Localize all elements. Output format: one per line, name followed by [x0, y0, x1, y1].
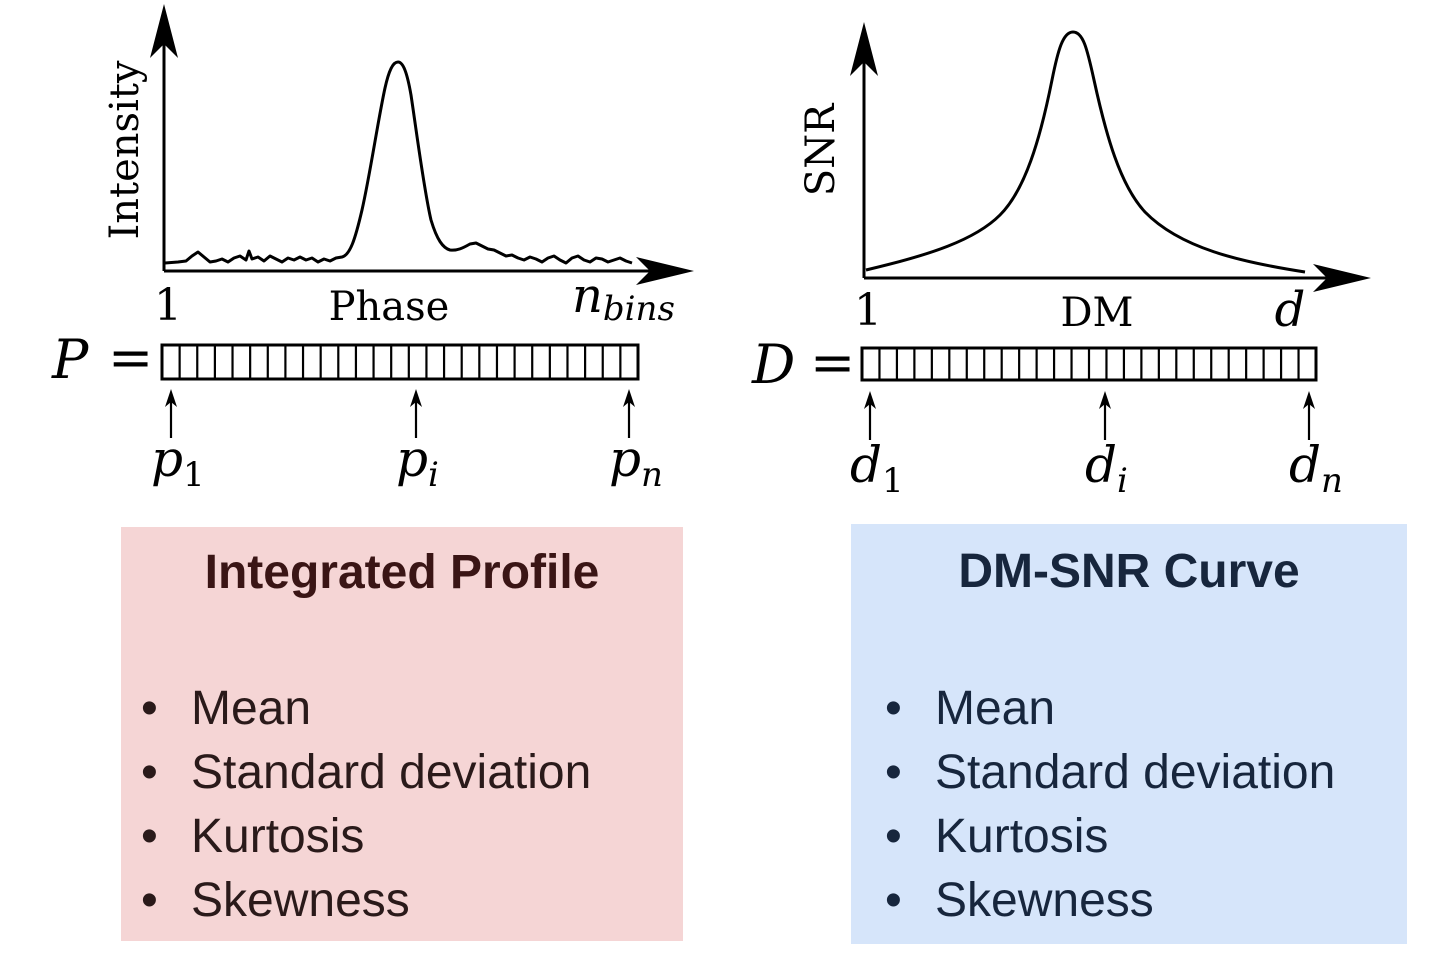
list-item: • Mean [121, 677, 591, 741]
dm-snr-feature-list: • Mean • Standard deviation • Kurtosis • Ske… [865, 677, 1335, 933]
marker-label: d1 [850, 436, 904, 501]
list-item: • Standard deviation [865, 741, 1335, 805]
dm-snr-curve [865, 30, 1306, 274]
left-array: P = p1 pi pn [51, 326, 663, 495]
feature-label: Skewness [935, 874, 1154, 927]
right-dmsnr-plot: SNR 1 DM d [798, 22, 1371, 338]
marker-arrowhead [165, 389, 177, 407]
right-x-axis-label: DM [1060, 290, 1133, 336]
left-y-axis-arrowhead [150, 4, 178, 58]
array-index-marker: p1 [151, 389, 205, 495]
right-array-variable: D [751, 333, 795, 396]
list-item: • Kurtosis [121, 805, 591, 869]
marker-arrowhead [410, 389, 422, 407]
left-array-markers: p1 pi pn [151, 389, 663, 495]
feature-label: Mean [935, 682, 1056, 735]
marker-label: p1 [151, 430, 205, 495]
bullet: • [141, 810, 158, 863]
feature-label: Standard deviation [191, 746, 592, 799]
array-index-marker: dn [1289, 391, 1343, 501]
list-item: • Skewness [121, 869, 591, 933]
pulse-profile-curve [164, 60, 633, 265]
feature-label: Skewness [191, 874, 410, 927]
left-x-axis-arrowhead [636, 257, 694, 285]
marker-arrowhead [1303, 391, 1315, 409]
right-array-cells [878, 348, 1300, 380]
array-index-marker: pi [396, 389, 439, 495]
list-item: • Kurtosis [865, 805, 1335, 869]
bullet: • [141, 874, 158, 927]
marker-label: dn [1289, 436, 1343, 501]
dm-snr-curve-title: DM-SNR Curve [958, 545, 1300, 598]
left-x-start-label: 1 [154, 280, 182, 331]
left-y-axis-label: Intensity [102, 60, 148, 239]
integrated-profile-title: Integrated Profile [204, 546, 600, 599]
feature-label: Kurtosis [191, 810, 365, 863]
marker-arrowhead [864, 391, 876, 409]
integrated-profile-box: Integrated Profile • Mean • Standard devia… [121, 527, 683, 941]
bullet: • [141, 682, 158, 735]
feature-label: Mean [191, 682, 312, 735]
right-array: D = d1 di dn [751, 331, 1343, 501]
marker-label: pi [396, 430, 439, 495]
array-index-marker: di [1085, 391, 1128, 501]
left-x-end-label: nbins [572, 268, 675, 329]
list-item: • Skewness [865, 869, 1335, 933]
bullet: • [885, 874, 902, 927]
list-item: • Standard deviation [121, 741, 591, 805]
marker-label: di [1085, 436, 1128, 501]
dm-snr-curve-box: DM-SNR Curve • Mean • Standard deviation •… [851, 524, 1407, 944]
integrated-profile-feature-list: • Mean • Standard deviation • Kurtosis • Ske… [121, 677, 591, 933]
left-array-variable: P [51, 328, 90, 391]
feature-label: Standard deviation [935, 746, 1336, 799]
right-x-end-label: d [1275, 282, 1306, 338]
marker-arrowhead [623, 389, 635, 407]
array-index-marker: d1 [850, 391, 904, 501]
right-x-start-label: 1 [854, 285, 882, 336]
list-item: • Mean [865, 677, 1335, 741]
bullet: • [141, 746, 158, 799]
marker-arrowhead [1099, 391, 1111, 409]
bullet: • [885, 746, 902, 799]
array-index-marker: pn [609, 389, 663, 495]
bullet: • [885, 810, 902, 863]
right-y-axis-arrowhead [850, 22, 878, 76]
marker-label: pn [609, 430, 663, 495]
left-profile-plot: Intensity 1 Phase nbins [102, 4, 694, 331]
left-array-equals: = [108, 326, 153, 389]
feature-label: Kurtosis [935, 810, 1109, 863]
right-array-markers: d1 di dn [850, 391, 1343, 501]
right-x-axis-arrowhead [1313, 264, 1371, 292]
left-array-outline [160, 343, 640, 381]
left-x-axis-label: Phase [329, 284, 450, 330]
right-array-equals: = [810, 331, 855, 394]
right-y-axis-label: SNR [798, 102, 844, 196]
bullet: • [885, 682, 902, 735]
left-array-cells [178, 345, 622, 379]
